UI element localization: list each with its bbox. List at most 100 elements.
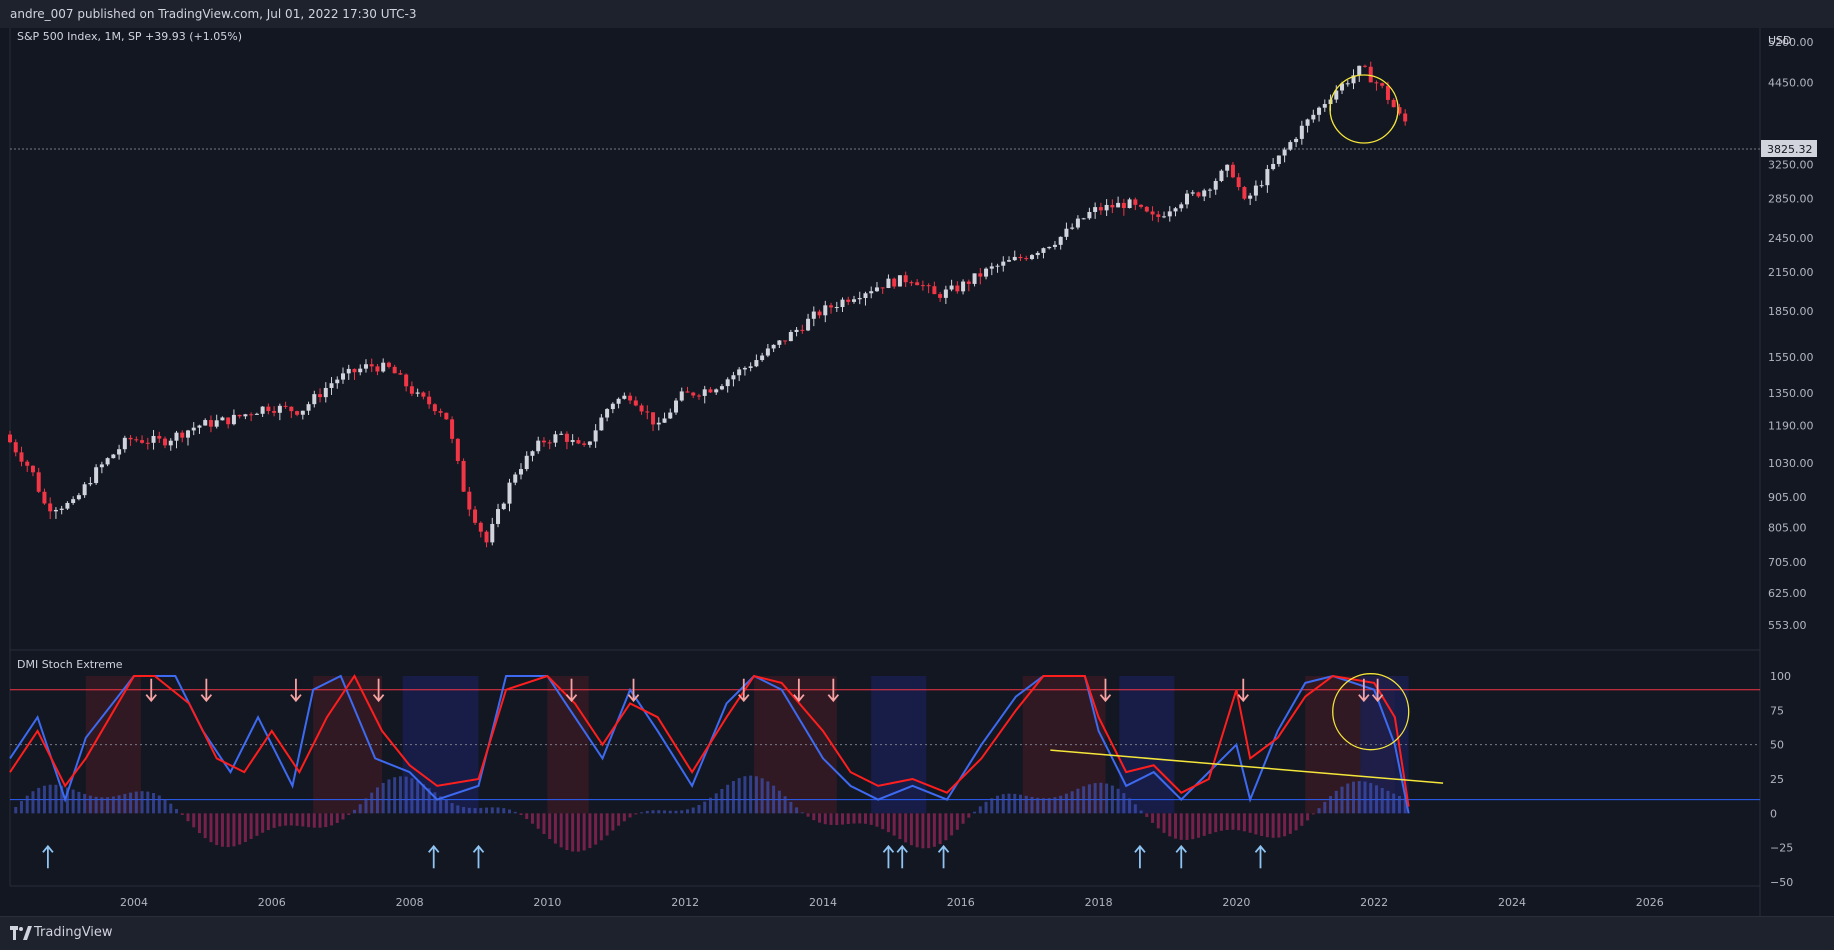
candle-body (444, 412, 449, 420)
histogram-bar (996, 795, 1000, 814)
histogram-bar (657, 810, 661, 814)
candle-body (283, 405, 288, 407)
histogram-bar (1219, 813, 1223, 831)
indicator-zone (871, 676, 927, 814)
histogram-bar (1070, 791, 1074, 814)
candle-body (490, 523, 495, 543)
up-arrow-head (1175, 844, 1187, 853)
histogram-bar (1036, 797, 1040, 814)
histogram-bar (129, 792, 133, 814)
histogram-bar (1392, 793, 1396, 814)
histogram-bar (215, 813, 219, 846)
candle-body (984, 268, 989, 277)
price-tick: 3250.00 (1768, 158, 1814, 171)
publish-bar: andre_007 published on TradingView.com, … (0, 0, 1834, 29)
histogram-bar (1128, 798, 1132, 814)
publish-line: andre_007 published on TradingView.com, … (10, 7, 417, 21)
candle-body (134, 439, 139, 441)
histogram-bar (691, 807, 695, 814)
candle-body (99, 464, 104, 468)
time-tick: 2026 (1636, 896, 1664, 909)
candle-body (737, 369, 742, 376)
histogram-bar (760, 778, 764, 814)
price-candles (8, 61, 1408, 548)
candle-body (559, 433, 564, 435)
price-tick: 2850.00 (1768, 192, 1814, 205)
histogram-bar (863, 813, 867, 824)
time-axis[interactable]: 2004 2006 2008 2010 2012 2014 2016 2018 2020 2022… (120, 896, 1664, 909)
chart-area[interactable]: 5200.00 4450.00 3250.00 2850.00 2450.00 2150.… (0, 28, 1834, 916)
histogram-bar (1242, 813, 1246, 832)
candle-body (1024, 258, 1029, 260)
candle-body (1196, 192, 1201, 197)
candle-body (151, 435, 156, 443)
candle-body (1202, 190, 1207, 197)
candle-body (829, 305, 834, 308)
main-legend[interactable]: S&P 500 Index, 1M, SP +39.93 (+1.05%) (17, 30, 243, 43)
candle-body (961, 281, 966, 292)
histogram-bar (410, 778, 414, 814)
histogram-bar (1403, 797, 1407, 814)
candle-body (622, 395, 627, 399)
candle-body (163, 438, 168, 446)
histogram-bar (944, 813, 948, 841)
candle-body (731, 375, 736, 380)
histogram-bar (1317, 808, 1321, 814)
histogram-bar (88, 795, 92, 814)
histogram-bar (668, 810, 672, 814)
indicator-tick: 25 (1770, 773, 1784, 786)
price-axis[interactable]: 5200.00 4450.00 3250.00 2850.00 2450.00 2150.… (1768, 36, 1814, 632)
candle-body (788, 332, 793, 342)
down-arrow-head (827, 694, 840, 703)
histogram-bar (651, 810, 655, 814)
histogram-bar (1064, 793, 1068, 814)
candle-body (599, 417, 604, 431)
histogram-bar (1254, 813, 1258, 835)
histogram-bar (548, 813, 552, 840)
candle-body (76, 495, 81, 500)
histogram-bar (152, 792, 156, 814)
histogram-bar (42, 785, 46, 814)
price-tick: 625.00 (1768, 587, 1807, 600)
candle-body (88, 483, 93, 485)
candle-body (450, 419, 455, 439)
candle-body (197, 425, 202, 428)
histogram-bar (77, 791, 81, 814)
histogram-bar (617, 813, 621, 826)
candle-body (530, 451, 535, 456)
candle-body (903, 275, 908, 283)
histogram-bar (1013, 793, 1017, 814)
candle-body (226, 417, 231, 425)
candle-body (260, 406, 265, 414)
candle-body (140, 440, 145, 443)
candle-body (231, 414, 236, 425)
histogram-bar (169, 803, 173, 814)
candle-body (8, 434, 12, 443)
histogram-bar (961, 813, 965, 824)
down-arrow-head (200, 694, 213, 703)
histogram-bar (450, 803, 454, 814)
histogram-bar (370, 792, 374, 814)
price-tick: 905.00 (1768, 491, 1807, 504)
histogram-bar (927, 813, 931, 849)
candle-body (1167, 211, 1172, 217)
candle-body (754, 360, 759, 367)
histogram-bar (1122, 793, 1126, 814)
histogram-bar (1116, 788, 1120, 814)
indicator-legend[interactable]: DMI Stoch Extreme (17, 658, 123, 671)
histogram-bar (772, 785, 776, 814)
histogram-bar (180, 813, 184, 815)
histogram-bar (1288, 813, 1292, 834)
histogram-bar (984, 801, 988, 814)
candle-body (214, 420, 219, 427)
indicator-axis[interactable]: 100 75 50 25 0 −25 −50 (1770, 670, 1793, 889)
candle-body (312, 394, 317, 405)
histogram-bar (312, 813, 316, 828)
histogram-bar (1397, 796, 1401, 814)
candle-body (220, 417, 225, 421)
chart-canvas[interactable]: 5200.00 4450.00 3250.00 2850.00 2450.00 2150.… (0, 28, 1834, 916)
histogram-bar (278, 813, 282, 827)
histogram-bar (226, 813, 230, 848)
histogram-bar (134, 791, 138, 814)
candle-body (518, 469, 523, 475)
